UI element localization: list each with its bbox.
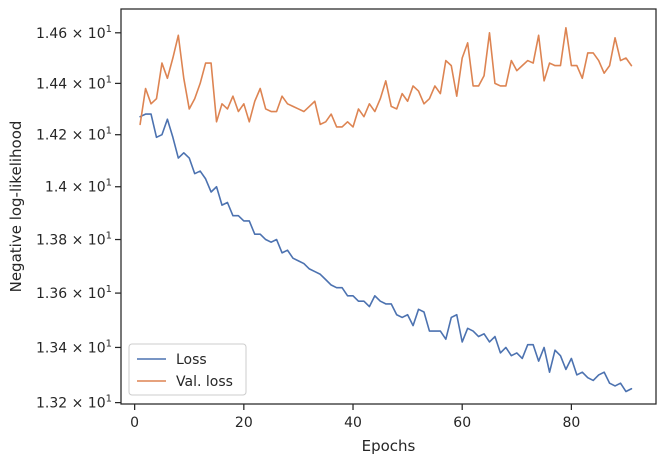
plot-frame <box>120 8 657 405</box>
x-axis-ticks: 0 20 40 60 80 <box>130 404 580 431</box>
plot-area-background <box>121 9 656 404</box>
x-axis-label: Epochs <box>362 437 416 455</box>
y-tick-label: 1.42 × 101 <box>36 126 112 144</box>
series-layer <box>139 26 633 393</box>
y-tick-label: 1.32 × 101 <box>36 394 112 412</box>
y-axis-label: Negative log-likelihood <box>7 121 25 293</box>
y-tick-label: 1.46 × 101 <box>36 24 112 42</box>
legend: Loss Val. loss <box>128 343 247 396</box>
x-tick-label: 80 <box>562 415 580 431</box>
series-line-val-loss <box>139 26 633 128</box>
y-tick-label: 1.38 × 101 <box>36 231 112 249</box>
y-tick-label: 1.34 × 101 <box>36 338 112 356</box>
series-line-loss <box>139 113 633 393</box>
y-tick-label: 1.4 × 101 <box>45 178 112 196</box>
x-tick-label: 0 <box>130 415 139 431</box>
y-tick-label: 1.44 × 101 <box>36 74 112 92</box>
legend-label-loss: Loss <box>176 352 207 368</box>
legend-label-val-loss: Val. loss <box>176 374 233 390</box>
x-tick-label: 20 <box>235 415 253 431</box>
y-axis-ticks: 1.32 × 101 1.34 × 101 1.36 × 101 1.38 × 101… <box>36 24 121 412</box>
legend-box <box>128 343 247 396</box>
x-tick-label: 60 <box>453 415 471 431</box>
y-tick-label: 1.36 × 101 <box>36 284 112 302</box>
x-tick-label: 40 <box>344 415 362 431</box>
